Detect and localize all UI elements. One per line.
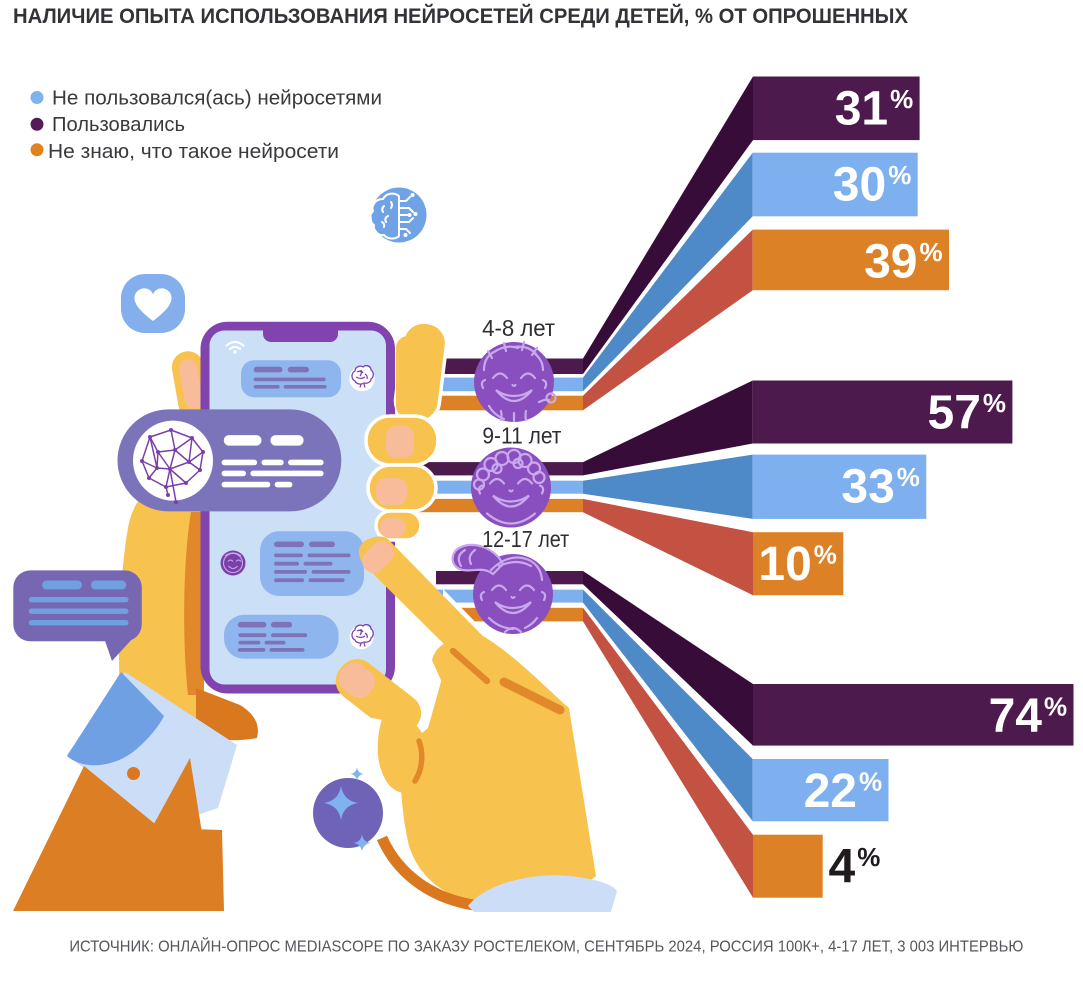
svg-text:%: % [1044, 692, 1067, 722]
svg-text:%: % [857, 842, 880, 872]
svg-text:Не знаю, что такое нейросети: Не знаю, что такое нейросети [48, 141, 339, 163]
svg-text:22: 22 [804, 765, 857, 818]
svg-text:12-17 лет: 12-17 лет [482, 526, 569, 552]
svg-text:31: 31 [835, 83, 888, 136]
svg-text:%: % [983, 388, 1006, 418]
svg-text:74: 74 [989, 690, 1043, 743]
svg-text:%: % [859, 767, 882, 797]
svg-text:4: 4 [828, 841, 855, 894]
svg-text:%: % [920, 237, 943, 267]
svg-text:%: % [890, 84, 913, 114]
svg-text:ИСТОЧНИК: ОНЛАЙН-ОПРОС MEDIASC: ИСТОЧНИК: ОНЛАЙН-ОПРОС MEDIASCOPE ПО ЗАК… [69, 938, 1023, 956]
svg-text:%: % [897, 462, 920, 492]
svg-text:10: 10 [758, 538, 811, 591]
svg-text:9-11 лет: 9-11 лет [482, 423, 561, 449]
svg-text:%: % [888, 160, 911, 190]
svg-text:4-8 лет: 4-8 лет [482, 315, 555, 341]
svg-text:Не пользовался(ась) нейросетям: Не пользовался(ась) нейросетями [52, 88, 382, 110]
svg-text:39: 39 [864, 236, 917, 289]
svg-text:Пользовались: Пользовались [52, 114, 185, 136]
svg-text:57: 57 [928, 387, 981, 440]
svg-text:НАЛИЧИЕ ОПЫТА ИСПОЛЬЗОВАНИЯ НЕ: НАЛИЧИЕ ОПЫТА ИСПОЛЬЗОВАНИЯ НЕЙРОСЕТЕЙ С… [13, 3, 909, 28]
svg-text:%: % [814, 540, 837, 570]
svg-text:30: 30 [833, 159, 886, 212]
svg-text:33: 33 [841, 461, 894, 514]
